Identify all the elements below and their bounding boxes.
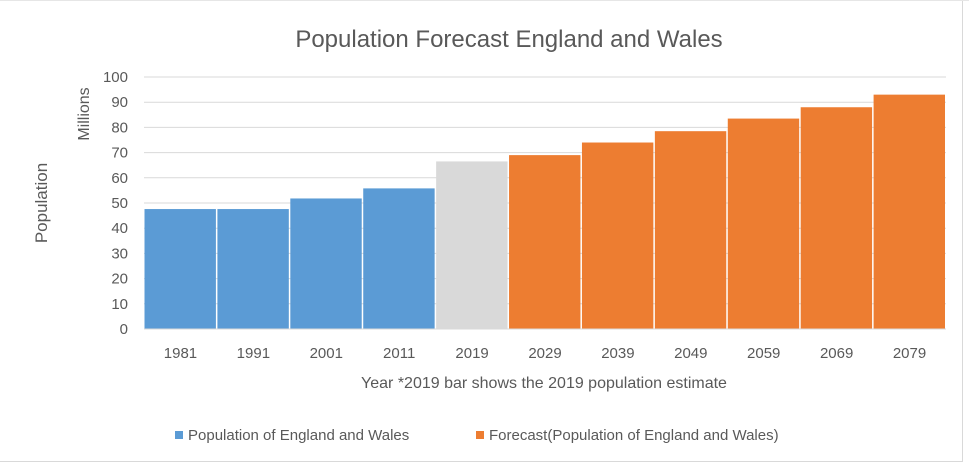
window-top-border (0, 0, 969, 1)
y-tick-label: 90 (111, 94, 128, 111)
y-tick-label: 20 (111, 271, 128, 288)
y-axis-outer-label: Population (32, 163, 51, 243)
legend-label-population: Population of England and Wales (188, 427, 409, 444)
x-tick-label: 2001 (310, 345, 343, 362)
legend-swatch-population (175, 431, 183, 439)
y-tick-labels: 0 10 20 30 40 50 60 70 80 90 100 (103, 69, 128, 338)
y-tick-label: 80 (111, 119, 128, 136)
bar-2011 (363, 188, 435, 329)
y-tick-label: 10 (111, 296, 128, 313)
legend-label-forecast: Forecast(Population of England and Wales… (489, 427, 779, 444)
y-tick-label: 30 (111, 245, 128, 262)
bar-2079 (873, 94, 945, 329)
x-tick-label: 1981 (164, 345, 197, 362)
bar-2029 (509, 155, 581, 329)
x-tick-label: 2059 (747, 345, 780, 362)
x-tick-label: 2049 (674, 345, 707, 362)
y-tick-label: 100 (103, 69, 128, 86)
x-tick-label: 2029 (528, 345, 561, 362)
legend: Population of England and Wales Forecast… (175, 427, 779, 444)
x-tick-labels: 1981 1991 2001 2011 2019 2029 2039 2049 2059 2069… (164, 345, 926, 362)
bar-2059 (727, 118, 800, 329)
chart-title: Population Forecast England and Wales (295, 26, 722, 53)
bar-2019 (436, 161, 508, 329)
x-tick-label: 1991 (237, 345, 270, 362)
y-tick-label: 50 (111, 195, 128, 212)
bar-1991 (217, 209, 289, 329)
y-tick-label: 60 (111, 170, 128, 187)
y-tick-label: 40 (111, 220, 128, 237)
bar-2001 (290, 198, 362, 329)
bar-2049 (654, 131, 727, 329)
bar-1981 (144, 209, 216, 329)
y-tick-label: 70 (111, 145, 128, 162)
x-axis-label: Year *2019 bar shows the 2019 population… (361, 375, 727, 392)
legend-swatch-forecast (476, 431, 484, 439)
x-tick-label: 2011 (383, 345, 415, 362)
x-tick-label: 2019 (455, 345, 488, 362)
y-axis-unit-label: Millions (76, 87, 93, 140)
x-tick-label: 2079 (893, 345, 926, 362)
bars (144, 94, 946, 330)
x-tick-label: 2069 (820, 345, 853, 362)
x-tick-label: 2039 (601, 345, 634, 362)
y-tick-label: 0 (120, 321, 128, 338)
bar-2039 (581, 142, 654, 329)
bar-2069 (800, 107, 873, 330)
